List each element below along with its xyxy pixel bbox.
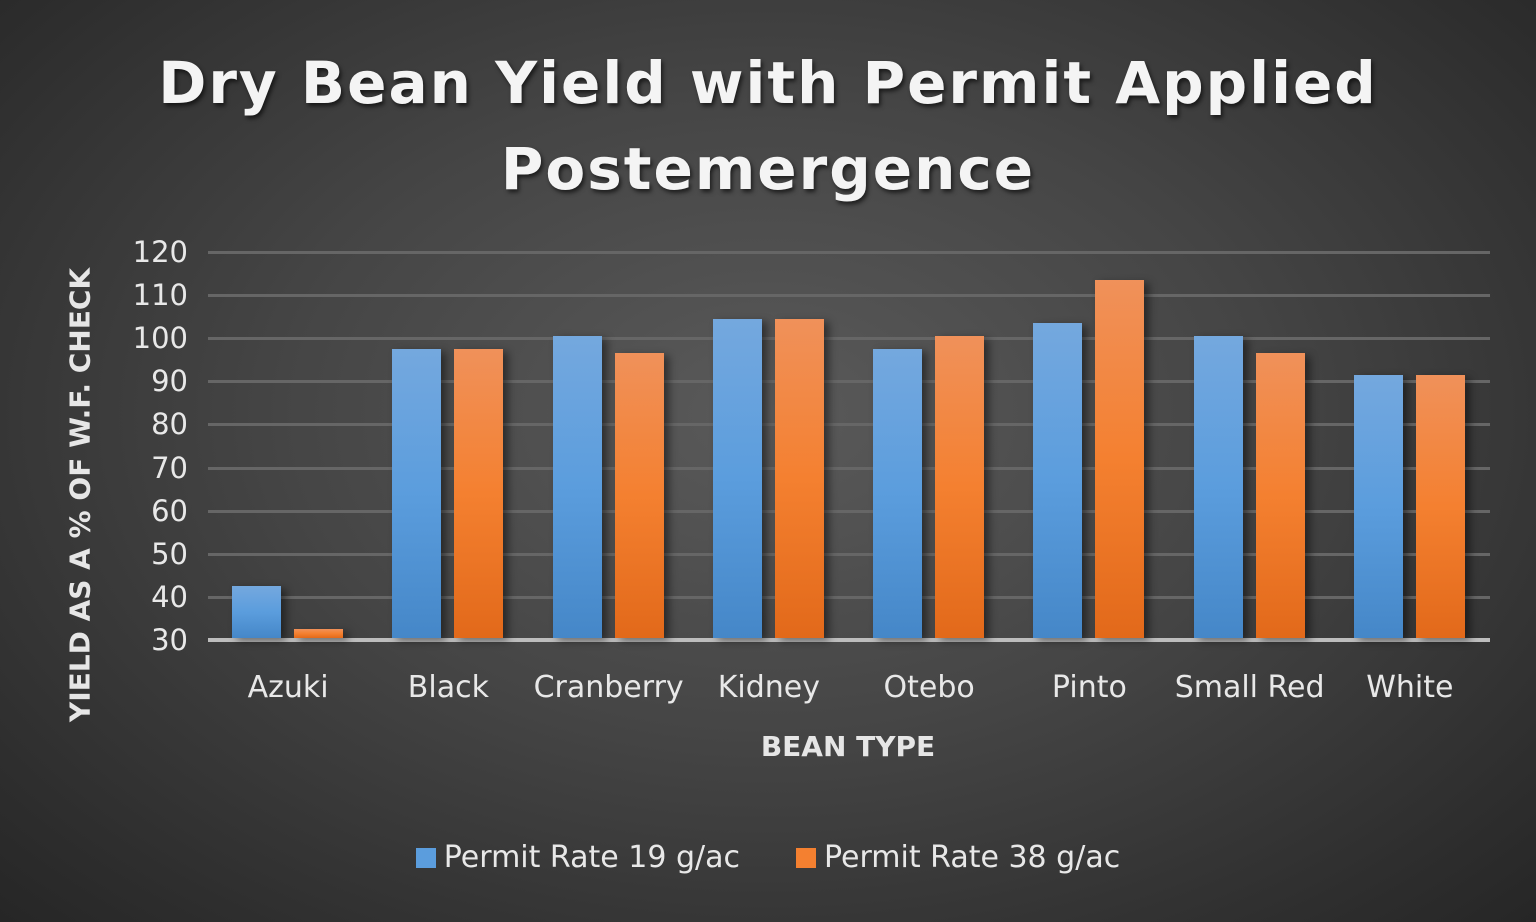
x-tick-label: Kidney	[717, 670, 821, 705]
y-tick-label: 30	[151, 623, 188, 657]
gridline	[208, 380, 1490, 384]
legend-item-19: Permit Rate 19 g/ac	[415, 840, 740, 875]
x-tick-label: Pinto	[1051, 670, 1127, 705]
x-tick-label: Small Red	[1174, 670, 1325, 705]
x-axis-label: BEAN TYPE	[760, 730, 936, 763]
legend-swatch-blue-icon	[415, 847, 436, 868]
gridline	[208, 294, 1490, 298]
legend-item-38: Permit Rate 38 g/ac	[796, 840, 1120, 875]
bar-kidney-series-1	[712, 318, 762, 638]
gridline	[208, 509, 1490, 513]
legend-swatch-orange-icon	[796, 847, 816, 868]
x-tick-label: Cranberry	[533, 670, 684, 705]
bar-otebo-series-2	[935, 336, 985, 638]
chart-title-line-2: Postemergence	[500, 135, 1036, 203]
chart-title-line-1: Dry Bean Yield with Permit Applied	[158, 49, 1378, 117]
y-tick-label: 50	[151, 536, 188, 571]
bar-black-series-2	[454, 349, 504, 638]
y-tick-label: 100	[132, 321, 188, 356]
y-tick-label: 120	[132, 235, 188, 269]
x-tick-label: Black	[407, 670, 489, 705]
chart-title: Dry Bean Yield with Permit Applied Poste…	[0, 40, 1536, 212]
bar-small-red-series-1	[1193, 336, 1243, 638]
legend-label: Permit Rate 19 g/ac	[443, 840, 740, 875]
x-tick-label: Azuki	[247, 670, 329, 705]
x-tick-label: Otebo	[883, 670, 975, 705]
gridline	[208, 595, 1490, 599]
x-tick-label: White	[1366, 670, 1454, 705]
y-tick-label: 40	[151, 579, 188, 614]
y-tick-label: 90	[151, 364, 188, 399]
bar-kidney-series-2	[774, 318, 824, 638]
y-tick-label: 60	[151, 493, 188, 528]
gridline	[208, 337, 1490, 341]
bar-otebo-series-1	[873, 349, 923, 638]
bar-pinto-series-1	[1033, 323, 1083, 638]
bar-pinto-series-2	[1095, 280, 1145, 638]
bar-cranberry-series-2	[614, 353, 664, 638]
bar-white-series-2	[1415, 375, 1465, 638]
gridline	[208, 251, 1490, 254]
y-tick-label: 80	[151, 407, 188, 442]
gridline	[208, 552, 1490, 556]
x-axis-line	[208, 638, 1490, 642]
legend: Permit Rate 19 g/ac Permit Rate 38 g/ac	[0, 840, 1536, 875]
legend-label: Permit Rate 38 g/ac	[824, 840, 1121, 875]
bar-azuki-series-1	[232, 586, 282, 638]
bar-white-series-1	[1353, 375, 1403, 638]
y-tick-label: 70	[151, 450, 188, 485]
y-tick-label: 110	[132, 278, 188, 313]
bar-azuki-series-2	[294, 629, 344, 638]
gridline	[208, 466, 1490, 470]
y-axis-label: YIELD AS A % OF W.F. CHECK	[63, 267, 97, 723]
gridline	[208, 423, 1490, 427]
bar-small-red-series-2	[1255, 353, 1305, 638]
bar-black-series-1	[392, 349, 442, 638]
plot-area	[208, 251, 1490, 642]
bar-cranberry-series-1	[552, 336, 602, 638]
